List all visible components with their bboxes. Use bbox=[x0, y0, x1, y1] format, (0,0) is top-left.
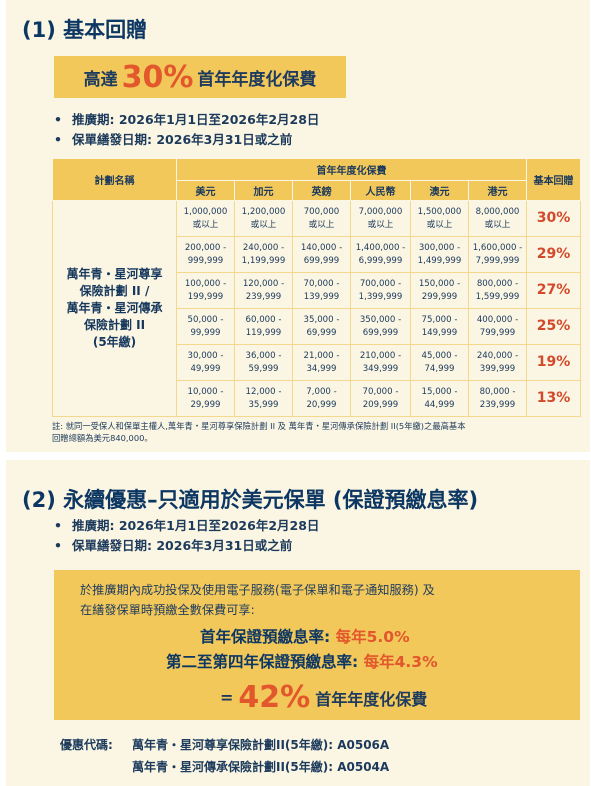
bullet-promo-period: • 推廣期: 2026年1月1日至2026年2月28日 bbox=[54, 110, 319, 130]
bullet-promo-period: • 推廣期: 2026年1月1日至2026年2月28日 bbox=[54, 516, 319, 536]
bullet-issue-date: • 保單繕發日期: 2026年3月31日或之前 bbox=[54, 536, 319, 556]
total-percentage: 42% bbox=[238, 680, 311, 715]
rebate-percent-cell: 13% bbox=[526, 380, 582, 417]
rebate-percent-cell: 29% bbox=[526, 236, 582, 273]
col-rmb: 人民幣 bbox=[350, 180, 411, 201]
premium-range-cell: 700,000 或以上 bbox=[292, 200, 351, 237]
table-row: 50,000 -99,999 60,000 -119,999 35,000 -69,… bbox=[53, 308, 582, 345]
premium-range-cell: 10,000 -29,999 bbox=[176, 380, 235, 417]
premium-range-cell: 8,000,000 或以上 bbox=[467, 200, 528, 237]
premium-range-cell: 300,000 -1,499,999 bbox=[410, 236, 469, 273]
premium-range-cell: 36,000 -59,999 bbox=[234, 344, 293, 381]
premium-range-cell: 70,000 -139,999 bbox=[292, 272, 351, 309]
premium-range-cell: 1,400,000 -6,999,999 bbox=[350, 236, 411, 273]
premium-range-cell: 70,000 -209,999 bbox=[350, 380, 411, 417]
premium-range-cell: 240,000 -1,199,999 bbox=[234, 236, 293, 273]
premium-range-cell: 75,000 -149,999 bbox=[410, 308, 469, 345]
rebate-table: 計劃名稱 首年年度化保費 基本回贈 美元 加元 英鎊 人民幣 澳元 港元 萬年青… bbox=[52, 158, 582, 417]
rebate-banner: 高達 30% 首年年度化保費 bbox=[54, 56, 346, 98]
box-intro-line1: 於推廣期內成功投保及使用電子服務(電子保單和電子通知服務) 及 bbox=[80, 583, 435, 597]
table-row: 100,000 -199,999 120,000 -239,999 70,000 -… bbox=[53, 272, 582, 309]
premium-range-cell: 30,000 -49,999 bbox=[176, 344, 235, 381]
premium-range-cell: 240,000 -399,999 bbox=[467, 344, 528, 381]
premium-range-cell: 1,600,000 -7,999,999 bbox=[467, 236, 528, 273]
prepay-interest-box: 於推廣期內成功投保及使用電子服務(電子保單和電子通知服務) 及 在繕發保單時預繳… bbox=[54, 570, 580, 720]
premium-range-cell: 120,000 -239,999 bbox=[234, 272, 293, 309]
premium-range-cell: 150,000 -299,999 bbox=[410, 272, 469, 309]
premium-range-cell: 50,000 -99,999 bbox=[176, 308, 235, 345]
premium-range-cell: 400,000 -799,999 bbox=[467, 308, 528, 345]
promo-bullets-2: • 推廣期: 2026年1月1日至2026年2月28日 • 保單繕發日期: 2026… bbox=[54, 516, 319, 556]
premium-range-cell: 7,000,000 或以上 bbox=[350, 200, 411, 237]
premium-range-cell: 35,000 -69,999 bbox=[292, 308, 351, 345]
rebate-percent-cell: 30% bbox=[526, 200, 582, 237]
rate-year2-4: 第二至第四年保證預繳息率: 每年4.3% bbox=[166, 653, 438, 671]
premium-range-cell: 800,000 -1,599,999 bbox=[467, 272, 528, 309]
premium-range-cell: 700,000 -1,399,999 bbox=[350, 272, 411, 309]
premium-range-cell: 100,000 -199,999 bbox=[176, 272, 235, 309]
col-gbp: 英鎊 bbox=[292, 180, 351, 201]
rebate-percent-cell: 19% bbox=[526, 344, 582, 381]
premium-range-cell: 12,000 -35,999 bbox=[234, 380, 293, 417]
col-plan-name: 計劃名稱 bbox=[52, 158, 177, 201]
col-aud: 澳元 bbox=[410, 180, 469, 201]
table-row: 萬年青・星河尊享 保險計劃 II / 萬年青・星河傳承 保險計劃 II (5年繳) 1,0… bbox=[52, 200, 582, 417]
bullet-dot-icon: • bbox=[54, 538, 62, 553]
bullet-issue-date: • 保單繕發日期: 2026年3月31日或之前 bbox=[54, 130, 319, 150]
perpetual-offer-panel: (2) 永續優惠–只適用於美元保單 (保證預繳息率) • 推廣期: 2026年1月… bbox=[6, 460, 590, 786]
premium-range-cell: 1,500,000 或以上 bbox=[410, 200, 469, 237]
premium-range-cell: 80,000 -239,999 bbox=[467, 380, 528, 417]
promo-codes: 優惠代碼: 萬年青・星河尊享保險計劃II(5年繳): A0506A 萬年青・星河傳… bbox=[60, 734, 389, 778]
total-rebate-line: = 42% 首年年度化保費 bbox=[220, 680, 428, 715]
rate-year1: 首年保證預繳息率: 每年5.0% bbox=[200, 628, 410, 646]
box-intro-line2: 在繕發保單時預繳全數保費可享: bbox=[80, 603, 255, 617]
table-row: 10,000 -29,999 12,000 -35,999 7,000 -20,99… bbox=[53, 380, 582, 417]
premium-range-cell: 350,000 -699,999 bbox=[350, 308, 411, 345]
plan-name-cell: 萬年青・星河尊享 保險計劃 II / 萬年青・星河傳承 保險計劃 II (5年繳) bbox=[52, 200, 177, 417]
col-hkd: 港元 bbox=[467, 180, 528, 201]
banner-suffix: 首年年度化保費 bbox=[197, 69, 317, 90]
bullet-dot-icon: • bbox=[54, 518, 62, 533]
rebate-percent-cell: 25% bbox=[526, 308, 582, 345]
premium-range-cell: 200,000 -999,999 bbox=[176, 236, 235, 273]
banner-prefix: 高達 bbox=[83, 69, 118, 90]
bullet-dot-icon: • bbox=[54, 112, 62, 127]
banner-percentage: 30% bbox=[121, 59, 194, 95]
col-basic-rebate: 基本回贈 bbox=[526, 158, 582, 201]
premium-range-cell: 7,000 -20,999 bbox=[292, 380, 351, 417]
premium-range-cell: 1,200,000 或以上 bbox=[234, 200, 293, 237]
section-title-basic-rebate: (1) 基本回贈 bbox=[22, 18, 148, 42]
col-usd: 美元 bbox=[176, 180, 235, 201]
premium-range-cell: 21,000 -34,999 bbox=[292, 344, 351, 381]
col-group-premium: 首年年度化保費 bbox=[175, 158, 528, 181]
rebate-percent-cell: 27% bbox=[526, 272, 582, 309]
basic-rebate-panel: (1) 基本回贈 高達 30% 首年年度化保費 • 推廣期: 2026年1月1日至… bbox=[6, 0, 590, 452]
premium-range-cell: 15,000 -44,999 bbox=[410, 380, 469, 417]
premium-range-cell: 140,000 -699,999 bbox=[292, 236, 351, 273]
promo-code-row: 萬年青・星河傳承保險計劃II(5年繳): A0504A bbox=[132, 760, 390, 774]
table-row: 30,000 -49,999 36,000 -59,999 21,000 -34,9… bbox=[53, 344, 582, 381]
col-cad: 加元 bbox=[234, 180, 293, 201]
promo-bullets: • 推廣期: 2026年1月1日至2026年2月28日 • 保單繕發日期: 2026… bbox=[54, 110, 319, 150]
bullet-dot-icon: • bbox=[54, 132, 62, 147]
premium-range-cell: 210,000 -349,999 bbox=[350, 344, 411, 381]
footnote: 註: 就同一受保人和保單主權人,萬年青・星河尊享保險計劃 II 及 萬年青・星河… bbox=[52, 421, 466, 443]
promo-code-row: 優惠代碼: 萬年青・星河尊享保險計劃II(5年繳): A0506A bbox=[60, 738, 390, 752]
premium-range-cell: 45,000 -74,999 bbox=[410, 344, 469, 381]
section-title-perpetual-offer: (2) 永續優惠–只適用於美元保單 (保證預繳息率) bbox=[22, 488, 479, 512]
premium-range-cell: 1,000,000 或以上 bbox=[176, 200, 235, 237]
premium-range-cell: 60,000 -119,999 bbox=[234, 308, 293, 345]
table-row: 200,000 -999,999 240,000 -1,199,999 140,00… bbox=[53, 236, 582, 273]
